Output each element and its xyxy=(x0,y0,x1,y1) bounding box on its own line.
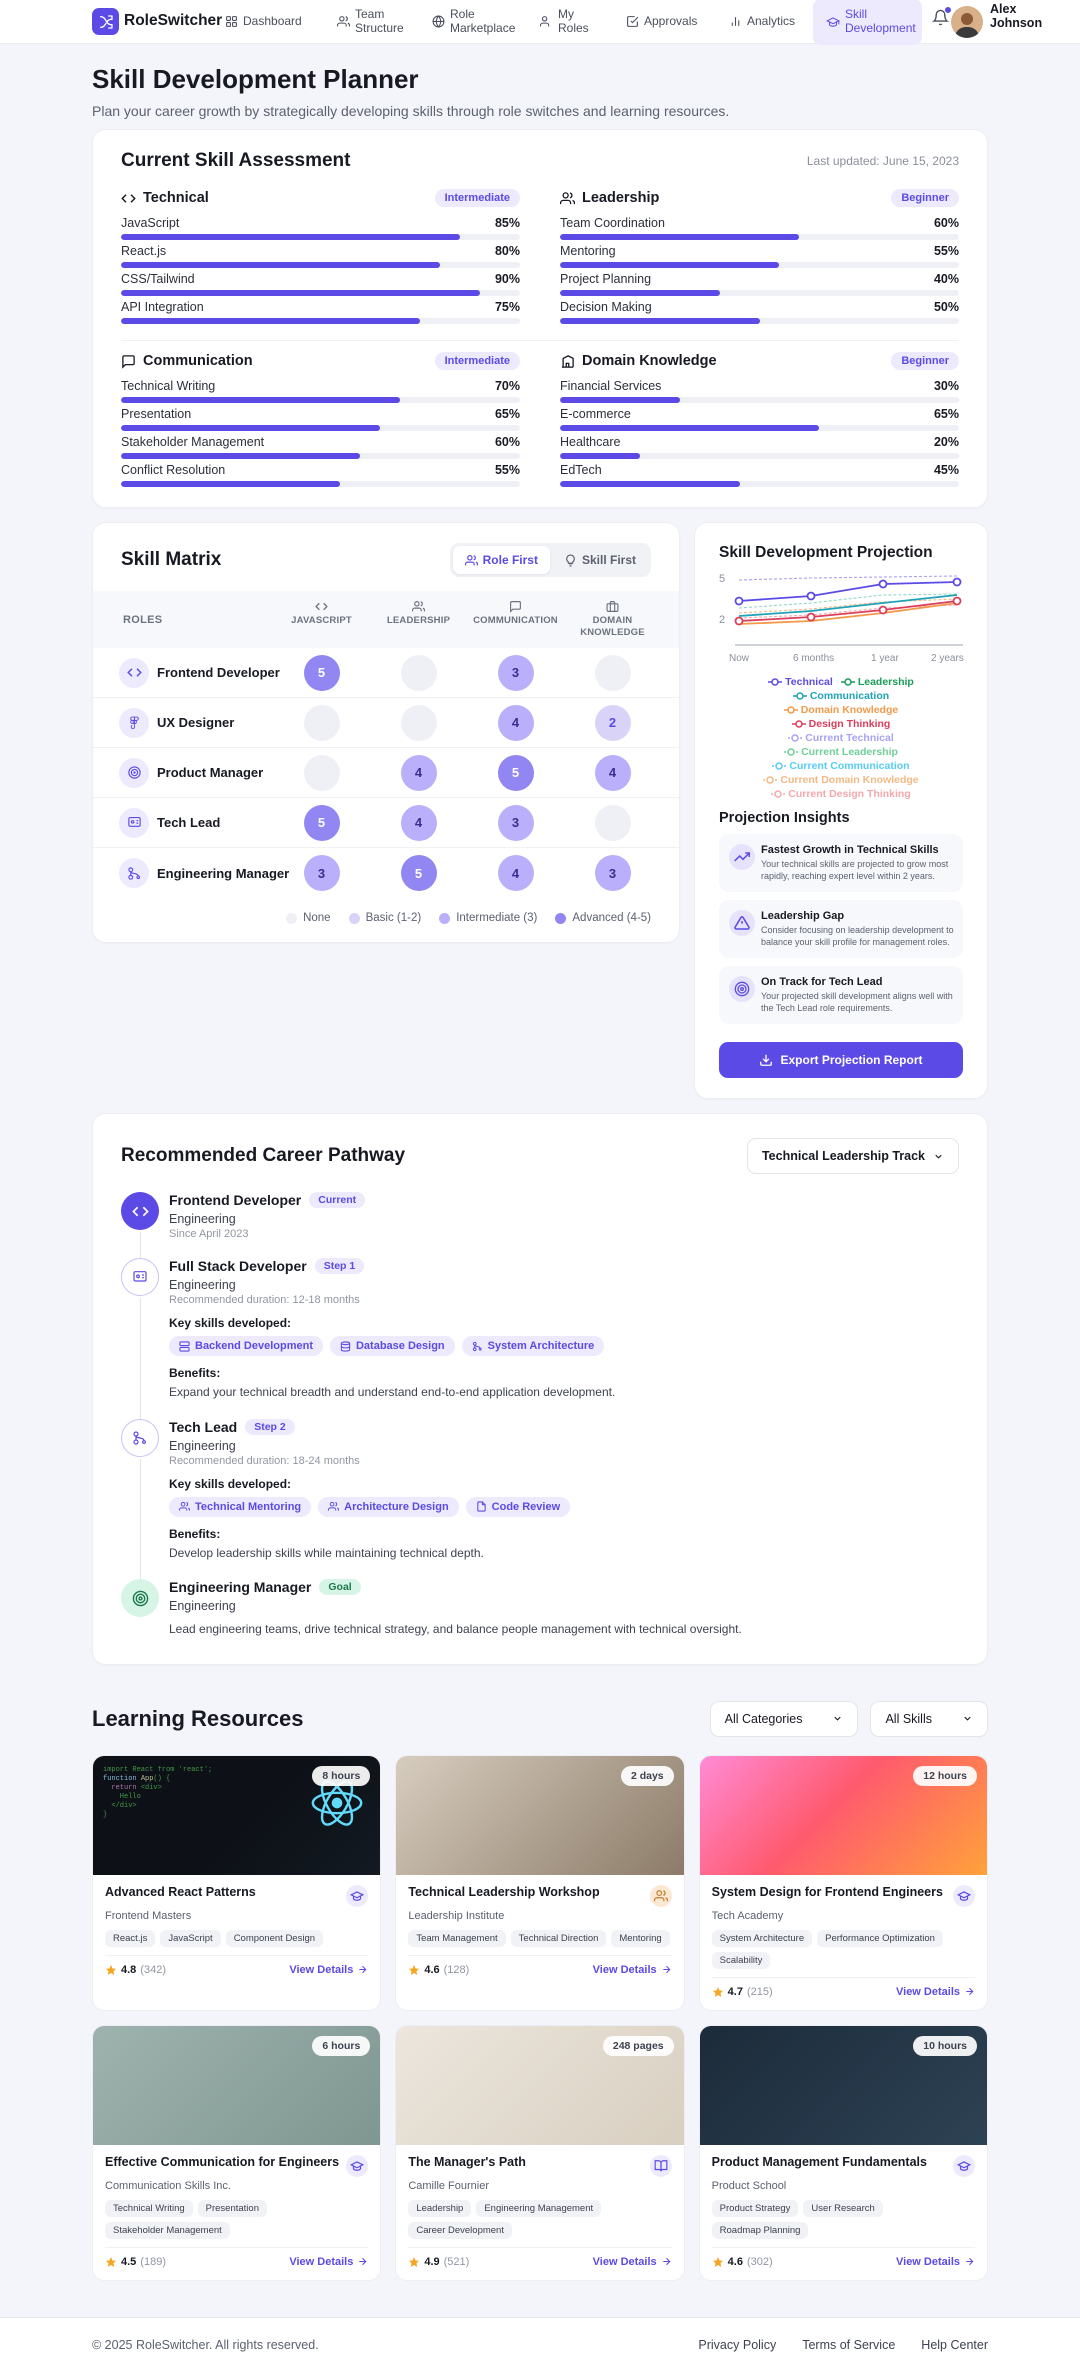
svg-text:6 months: 6 months xyxy=(793,653,834,664)
svg-text:2 years: 2 years xyxy=(931,653,964,664)
svg-text:5: 5 xyxy=(719,573,725,585)
svg-text:2: 2 xyxy=(719,614,725,626)
svg-text:Now: Now xyxy=(729,653,750,664)
svg-text:1 year: 1 year xyxy=(871,653,899,664)
